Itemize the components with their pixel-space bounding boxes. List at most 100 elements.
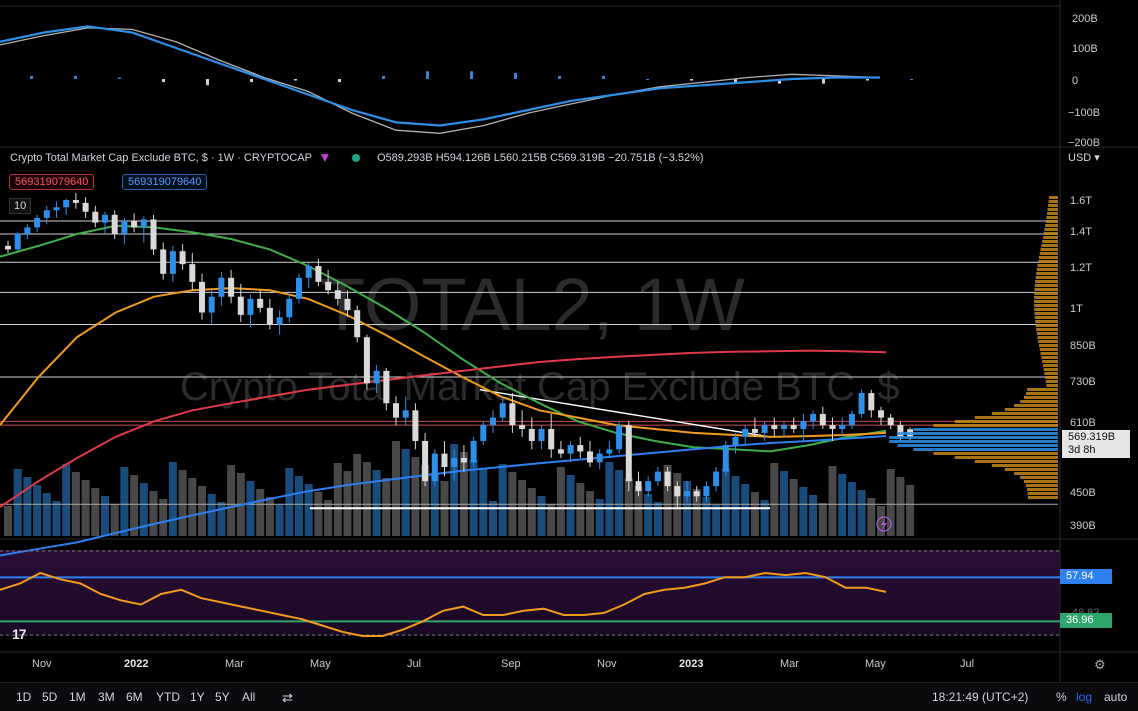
ohlc-values: O589.293B H594.126B L560.215B C569.319B … [376, 152, 704, 164]
time-axis[interactable]: Nov 2022 Mar May Jul Sep Nov 2023 Mar Ma… [32, 658, 974, 670]
volume-bar [731, 476, 740, 536]
candle-body [587, 451, 593, 463]
tradingview-logo-icon[interactable]: 17 [12, 626, 27, 642]
profile-bar [1035, 324, 1058, 327]
candle-body [296, 277, 302, 299]
log-toggle[interactable]: log [1076, 690, 1093, 704]
candle-body [102, 214, 108, 223]
timeframe-5y[interactable]: 5Y [215, 690, 230, 704]
candle-body [713, 471, 720, 487]
profile-bar [1034, 312, 1058, 315]
macd-histogram-bar [822, 79, 825, 84]
volume-bar [120, 467, 129, 536]
profile-bar [1034, 284, 1058, 287]
volume-bar [828, 466, 837, 536]
auto-toggle[interactable]: auto [1104, 690, 1128, 704]
price-chart[interactable]: TOTAL2, 1W Crypto Total Market Cap Exclu… [0, 0, 1138, 682]
time-label: Mar [780, 658, 799, 670]
timeframe-1m[interactable]: 1M [69, 690, 86, 704]
candle-body [34, 217, 41, 228]
profile-bar [1034, 300, 1058, 303]
candle-body [72, 200, 79, 203]
price-label: 390B [1070, 520, 1096, 532]
volume-bar [42, 493, 51, 536]
candle-body [63, 200, 70, 208]
profile-bar [1034, 292, 1058, 295]
indicator-value-blue[interactable]: 569319079640 [122, 174, 208, 190]
gear-icon[interactable]: ⚙ [1094, 657, 1106, 672]
candle-body [868, 393, 875, 411]
candle-body [790, 425, 797, 429]
ma-length-input[interactable]: 10 [9, 198, 32, 214]
percent-toggle[interactable]: % [1056, 690, 1067, 704]
timeframe-ytd[interactable]: YTD [156, 690, 180, 704]
macd-histogram-bar [778, 79, 781, 84]
profile-bar [1048, 204, 1058, 207]
price-label: 730B [1070, 376, 1096, 388]
time-label: Sep [501, 658, 521, 670]
timeframe-1y[interactable]: 1Y [190, 690, 205, 704]
volume-bar [712, 505, 721, 536]
profile-bar [991, 412, 1058, 415]
volume-bar [411, 457, 420, 536]
price-axis[interactable]: 1.6T 1.4T 1.2T 1T 850B 730B 610B 450B 39… [1070, 195, 1096, 532]
volume-bar [130, 475, 139, 536]
candle-body [131, 221, 138, 228]
symbol-legend[interactable]: Crypto Total Market Cap Exclude BTC, $ ·… [10, 152, 704, 164]
candle-body [887, 417, 894, 426]
price-label: 850B [1070, 340, 1096, 352]
macd-axis[interactable]: 200B 100B 0 −100B −200B [1068, 13, 1100, 149]
volume-bar [217, 502, 226, 536]
profile-bar [1035, 280, 1058, 283]
indicator-value-red[interactable]: 569319079640 [9, 174, 95, 190]
volume-bar [566, 475, 575, 536]
profile-bar [974, 460, 1058, 463]
profile-bar [991, 464, 1058, 467]
macd-histogram-bar [646, 79, 649, 80]
profile-bar [1037, 336, 1058, 339]
volume-bar [760, 500, 769, 536]
volume-bar [110, 504, 119, 536]
last-price-tag: 569.319B 3d 8h [1062, 430, 1130, 458]
candle-body [732, 436, 739, 446]
profile-bar [1036, 272, 1058, 275]
volume-bar [702, 497, 711, 536]
candle-body [344, 298, 351, 311]
macd-histogram-bar [514, 72, 517, 79]
currency-selector[interactable]: USD ▾ [1068, 152, 1100, 164]
volume-bar [314, 492, 323, 536]
price-label: 1T [1070, 303, 1083, 315]
profile-bar [954, 456, 1058, 459]
volume-bar [847, 482, 856, 536]
profile-bar [889, 436, 1058, 439]
time-label: Jul [407, 658, 421, 670]
candle-body [441, 453, 448, 467]
volume-bar [624, 478, 633, 536]
timeframe-1d[interactable]: 1D [16, 690, 32, 704]
profile-bar [1035, 320, 1058, 323]
profile-bar [1027, 388, 1058, 391]
volume-bar [809, 495, 818, 536]
volume-bar [139, 483, 148, 536]
timeframe-all[interactable]: All [242, 690, 256, 704]
timeframe-6m[interactable]: 6M [126, 690, 143, 704]
profile-bar [1036, 328, 1058, 331]
compare-icon[interactable]: ⇄ [282, 690, 293, 705]
volume-bar [101, 496, 109, 536]
candle-body [781, 425, 787, 429]
price-label: 1.2T [1070, 262, 1092, 274]
volume-bar [595, 499, 604, 536]
candle-body [160, 249, 167, 274]
candle-body [490, 417, 496, 426]
candle-body [218, 277, 225, 297]
profile-bar [1014, 472, 1058, 475]
lightning-icon[interactable] [876, 516, 892, 532]
timeframe-5d[interactable]: 5D [42, 690, 58, 704]
profile-bar [1036, 268, 1058, 271]
candle-body [208, 296, 215, 313]
time-label: 2022 [124, 658, 148, 670]
timeframe-3m[interactable]: 3M [98, 690, 115, 704]
bar-countdown: 3d 8h [1068, 444, 1096, 456]
profile-bar [1039, 252, 1058, 255]
volume-bar [586, 491, 594, 536]
